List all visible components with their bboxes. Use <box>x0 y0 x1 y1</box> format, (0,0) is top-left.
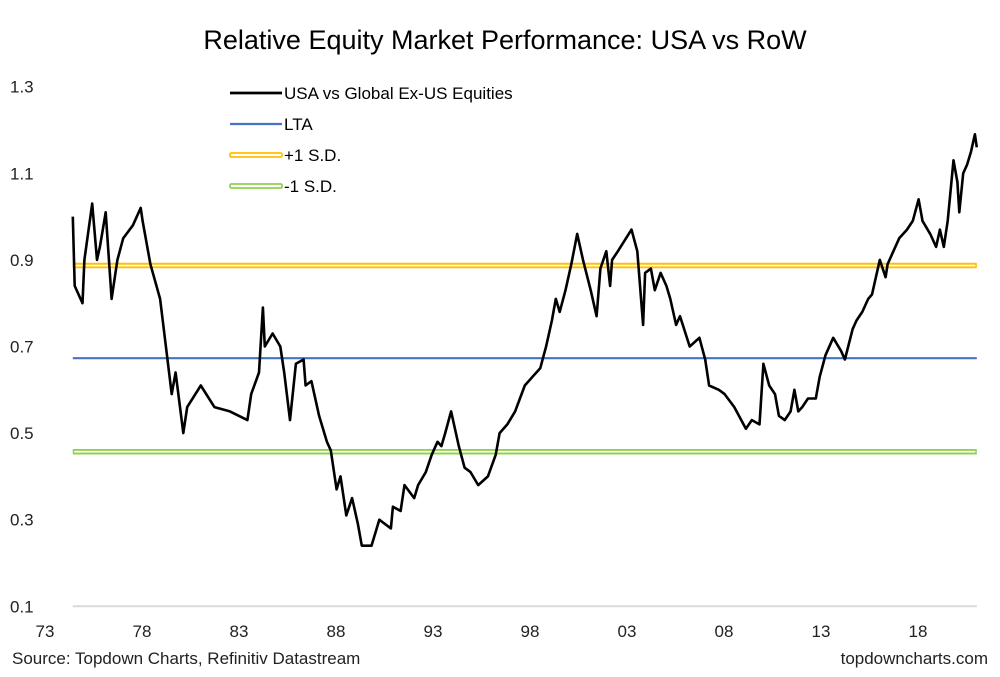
x-tick-label: 03 <box>618 622 637 641</box>
chart-title: Relative Equity Market Performance: USA … <box>203 25 807 55</box>
y-tick-label: 1.1 <box>10 164 34 183</box>
x-tick-label: 88 <box>327 622 346 641</box>
source-note: Source: Topdown Charts, Refinitiv Datast… <box>12 649 360 668</box>
legend-swatch <box>229 183 283 189</box>
series-line-usa-vs-global <box>71 133 979 547</box>
legend-item: +1 S.D. <box>229 146 341 165</box>
legend-item: -1 S.D. <box>229 177 337 196</box>
legend-label: +1 S.D. <box>284 146 341 165</box>
x-tick-label: 93 <box>424 622 443 641</box>
y-tick-label: 0.5 <box>10 424 34 443</box>
y-tick-label: 0.3 <box>10 511 34 530</box>
legend-label: -1 S.D. <box>284 177 337 196</box>
y-tick-label: 1.3 <box>10 78 34 97</box>
x-tick-label: 83 <box>230 622 249 641</box>
y-axis: 0.1 0.3 0.5 0.7 0.9 1.1 1.3 <box>10 78 34 617</box>
x-tick-label: 73 <box>36 622 55 641</box>
x-tick-label: 18 <box>909 622 928 641</box>
brand-link[interactable]: topdowncharts.com <box>841 649 988 668</box>
y-tick-label: 0.1 <box>10 597 34 616</box>
reference-lines <box>72 262 977 455</box>
x-tick-label: 13 <box>812 622 831 641</box>
y-tick-label: 0.9 <box>10 251 34 270</box>
legend-label: LTA <box>284 115 313 134</box>
legend-item: LTA <box>230 115 313 134</box>
legend-swatch <box>229 152 283 158</box>
x-tick-label: 78 <box>133 622 152 641</box>
x-tick-label: 98 <box>521 622 540 641</box>
legend-label: USA vs Global Ex-US Equities <box>284 84 513 103</box>
y-tick-label: 0.7 <box>10 338 34 357</box>
x-tick-label: 08 <box>715 622 734 641</box>
legend: USA vs Global Ex-US Equities LTA +1 S.D. -1… <box>229 84 513 196</box>
x-axis: 73 78 83 88 93 98 03 08 13 18 <box>36 622 928 641</box>
legend-item: USA vs Global Ex-US Equities <box>230 84 513 103</box>
